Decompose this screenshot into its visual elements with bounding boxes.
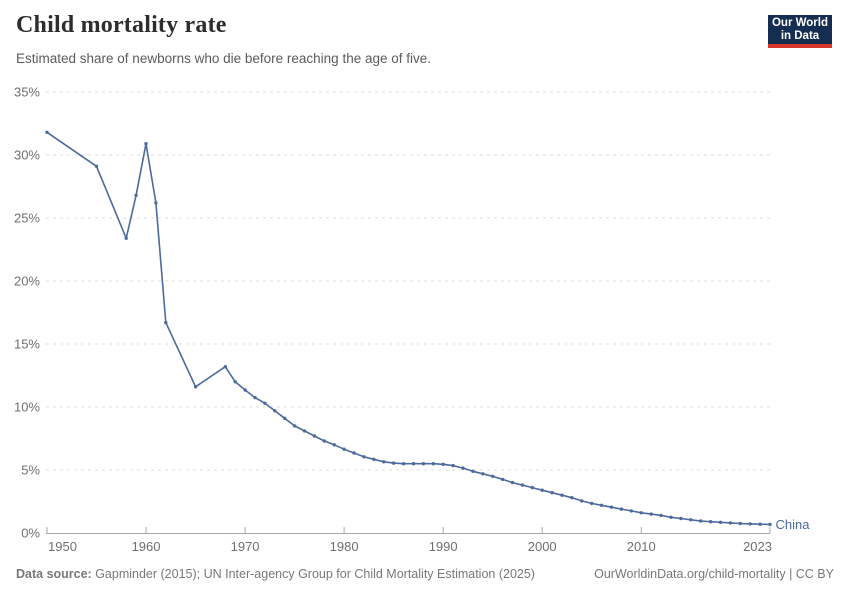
data-point <box>699 519 703 523</box>
y-axis-tick-label: 10% <box>14 400 40 415</box>
data-point <box>94 164 99 168</box>
x-axis-tick-label: 1960 <box>132 539 161 554</box>
owid-logo[interactable]: Our World in Data <box>768 15 832 48</box>
x-axis-tick-label: 1990 <box>429 539 458 554</box>
data-point <box>243 388 247 392</box>
data-point <box>273 409 277 413</box>
data-point <box>391 461 396 465</box>
data-point <box>322 439 326 443</box>
data-point <box>540 488 544 492</box>
y-axis-tick-label: 25% <box>14 211 40 226</box>
y-axis-tick-label: 0% <box>21 526 40 541</box>
data-point <box>560 493 564 497</box>
x-axis-tick-label: 1950 <box>48 539 77 554</box>
data-point <box>352 451 356 455</box>
x-axis-tick-label: 1980 <box>330 539 359 554</box>
data-point <box>689 518 693 522</box>
data-point <box>124 236 128 240</box>
data-point <box>461 466 465 470</box>
data-point <box>679 516 683 521</box>
data-point <box>758 522 762 526</box>
data-point <box>738 521 742 526</box>
data-point <box>164 320 168 325</box>
data-point <box>510 480 515 485</box>
data-point <box>372 457 376 461</box>
data-point <box>45 130 49 134</box>
data-point <box>421 462 426 466</box>
logo-text-line1: Our World <box>771 16 828 29</box>
chart-title: Child mortality rate <box>16 12 227 38</box>
data-point <box>441 462 445 466</box>
data-point <box>748 522 752 526</box>
data-point <box>144 142 148 146</box>
data-point <box>530 485 534 490</box>
data-point <box>292 424 297 428</box>
data-point <box>570 496 574 500</box>
x-axis-tick-label: 2023 <box>743 539 772 554</box>
chart-subtitle: Estimated share of newborns who die befo… <box>16 51 431 66</box>
data-point <box>302 429 307 433</box>
data-point <box>619 507 624 511</box>
data-point <box>283 416 287 420</box>
data-point <box>629 509 633 513</box>
data-point <box>659 513 663 518</box>
data-source-text: Gapminder (2015); UN Inter-agency Group … <box>91 567 535 581</box>
data-point <box>134 193 138 197</box>
data-point <box>342 447 346 451</box>
series-china[interactable]: China <box>45 130 811 532</box>
data-point <box>491 474 495 478</box>
data-point <box>332 443 336 447</box>
data-source-label: Data source: <box>16 567 92 581</box>
data-point <box>312 434 317 438</box>
data-point <box>382 460 386 464</box>
data-point <box>154 201 158 205</box>
data-point <box>639 511 643 515</box>
data-point <box>253 395 257 400</box>
y-axis-tick-label: 20% <box>14 274 40 289</box>
data-point <box>431 462 435 466</box>
data-line <box>46 131 771 526</box>
data-point <box>223 365 227 369</box>
data-point <box>669 515 673 519</box>
data-point <box>471 469 475 473</box>
data-point <box>718 520 723 524</box>
data-point <box>520 483 525 487</box>
data-point <box>609 505 614 509</box>
y-axis-tick-label: 30% <box>14 148 40 163</box>
x-axis-tick-label: 2010 <box>627 539 656 554</box>
entity-label[interactable]: China <box>776 517 811 532</box>
data-point <box>649 512 653 516</box>
data-point <box>263 401 267 405</box>
data-point <box>500 477 505 482</box>
y-axis-tick-label: 5% <box>21 463 40 478</box>
data-point <box>451 463 455 468</box>
x-axis-tick-label: 1970 <box>231 539 260 554</box>
y-axis-tick-label: 35% <box>14 85 40 100</box>
data-point <box>599 503 604 507</box>
x-axis-tick-label: 2000 <box>528 539 557 554</box>
data-point <box>590 501 594 506</box>
data-point <box>401 462 406 466</box>
footer-license-link[interactable]: OurWorldinData.org/child-mortality | CC … <box>594 567 834 581</box>
data-point <box>411 462 416 466</box>
data-point <box>580 499 584 503</box>
logo-red-bar <box>768 44 832 48</box>
data-point <box>708 520 713 524</box>
data-point <box>481 472 485 476</box>
data-point <box>193 385 198 389</box>
y-axis-tick-label: 15% <box>14 337 40 352</box>
data-point <box>728 521 733 525</box>
data-point <box>768 522 772 527</box>
data-point <box>362 455 366 459</box>
data-point <box>550 491 554 495</box>
data-point <box>233 380 237 384</box>
logo-text-line2: in Data <box>780 29 820 42</box>
footer-data-source: Data source: Gapminder (2015); UN Inter-… <box>16 567 535 581</box>
